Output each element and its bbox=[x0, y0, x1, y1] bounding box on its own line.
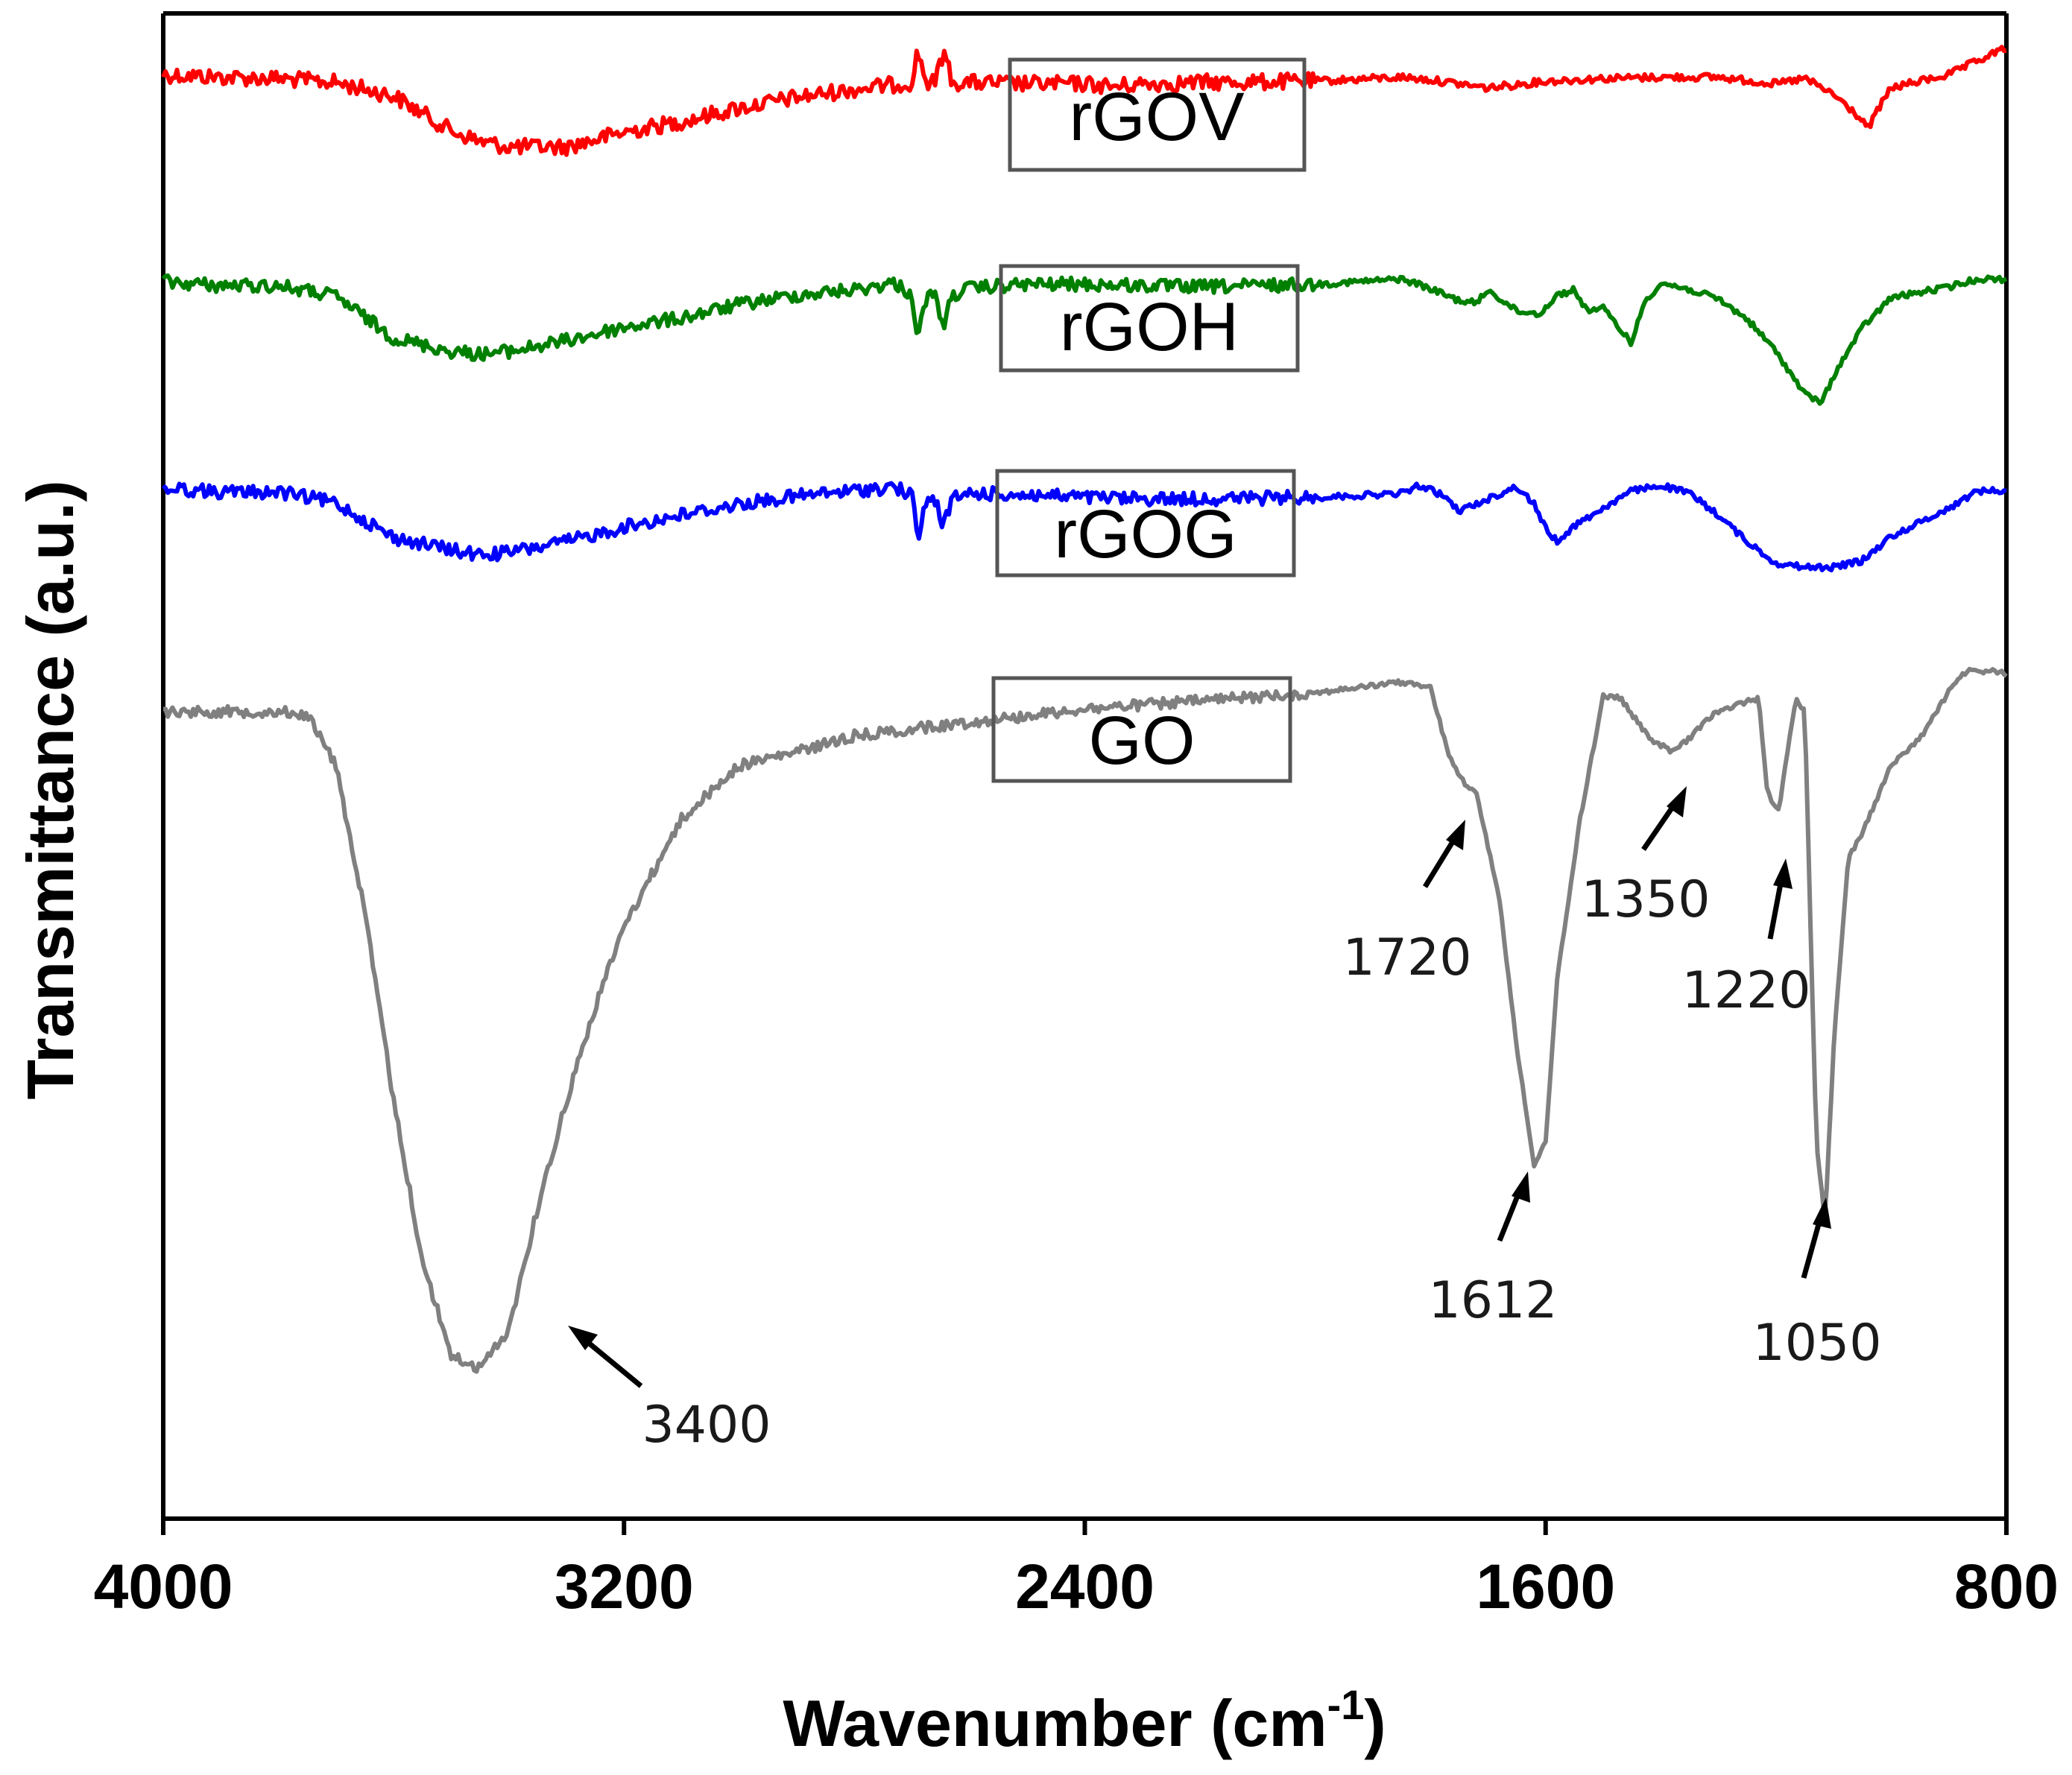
x-tick-label-2400: 2400 bbox=[1015, 1551, 1155, 1621]
series-layer bbox=[161, 45, 2008, 1374]
legend-label-rGOG: rGOG bbox=[1054, 496, 1236, 572]
series-line-rGOV bbox=[161, 45, 2007, 157]
legend-item-rGOV: rGOV bbox=[1008, 57, 1307, 172]
x-tick-label-1600: 1600 bbox=[1476, 1551, 1615, 1621]
peak-label-3400: 3400 bbox=[642, 1396, 771, 1455]
peak-annotation-3400: 3400 bbox=[568, 1326, 771, 1455]
peak-label-1220: 1220 bbox=[1681, 961, 1810, 1020]
legend-label-rGOH: rGOH bbox=[1060, 289, 1239, 365]
peak-annotation-1612: 1612 bbox=[1428, 1171, 1558, 1330]
y-axis-title: Transmittance (a.u.) bbox=[13, 480, 87, 1099]
legend: rGOV rGOH rGOG GO bbox=[991, 57, 1307, 783]
legend-item-rGOH: rGOH bbox=[999, 264, 1300, 373]
peak-arrowhead-1350 bbox=[1667, 786, 1687, 817]
legend-label-rGOV: rGOV bbox=[1069, 79, 1244, 155]
x-tick-label-800: 800 bbox=[1954, 1551, 2059, 1621]
peak-arrowhead-1220 bbox=[1773, 858, 1793, 889]
x-tick-label-3200: 3200 bbox=[555, 1551, 694, 1621]
peak-arrowhead-3400 bbox=[568, 1326, 598, 1350]
x-tick-labels: 4000 3200 2400 1600 800 bbox=[94, 1519, 2059, 1621]
peak-arrowhead-1720 bbox=[1446, 820, 1465, 850]
series-line-rGOH bbox=[161, 273, 2008, 406]
peak-label-1050: 1050 bbox=[1752, 1314, 1881, 1373]
x-axis-title: Wavenumber (cm-1) bbox=[783, 1681, 1386, 1760]
peak-arrowhead-1050 bbox=[1813, 1197, 1831, 1229]
peak-annotation-1720: 1720 bbox=[1342, 820, 1472, 987]
peak-arrowhead-1612 bbox=[1512, 1171, 1530, 1203]
peak-label-1720: 1720 bbox=[1342, 928, 1471, 987]
peak-label-1350: 1350 bbox=[1581, 870, 1710, 929]
legend-item-GO: GO bbox=[991, 676, 1292, 783]
series-line-rGOG bbox=[161, 481, 2007, 573]
legend-label-GO: GO bbox=[1088, 703, 1195, 779]
x-axis-title-superscript: -1 bbox=[1327, 1681, 1365, 1728]
peak-label-1612: 1612 bbox=[1428, 1271, 1557, 1330]
legend-item-rGOG: rGOG bbox=[995, 469, 1296, 578]
peak-annotation-1350: 1350 bbox=[1581, 786, 1711, 929]
x-tick-label-4000: 4000 bbox=[94, 1551, 233, 1621]
peak-annotation-1050: 1050 bbox=[1752, 1197, 1882, 1373]
plot-frame bbox=[161, 11, 2009, 1521]
peak-annotations: 3400 1720 1612 1350 1220 1050 bbox=[568, 786, 1882, 1455]
peak-annotation-1220: 1220 bbox=[1681, 858, 1811, 1020]
series-line-GO bbox=[162, 666, 2008, 1374]
